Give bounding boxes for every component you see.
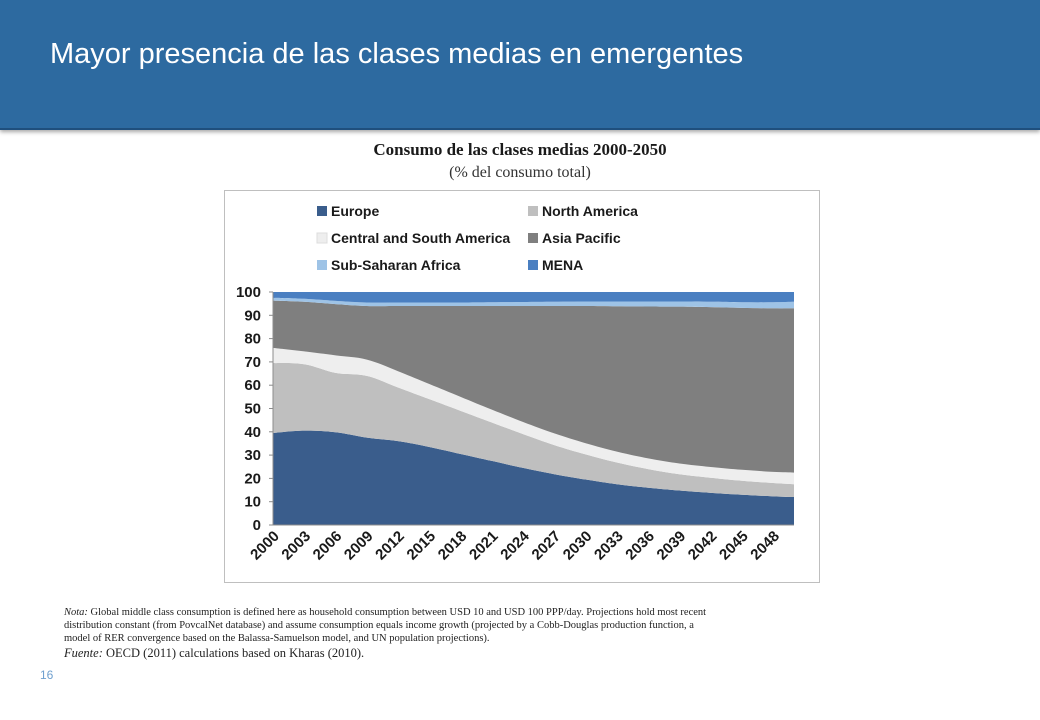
x-tick-label: 2033 [591, 528, 627, 564]
area-central-and-south-america [273, 347, 794, 485]
x-tick-label: 2003 [278, 528, 314, 564]
chart-legend: Europe North America Central and South Ame… [316, 203, 638, 273]
y-tick-label: 10 [244, 494, 261, 511]
source-text: OECD (2011) calculations based on Kharas… [106, 646, 365, 660]
chart-subtitle: (% del consumo total) [449, 164, 591, 181]
area-europe [273, 430, 794, 525]
area-mena [273, 292, 794, 303]
note-line-1: Nota: Global middle class consumption is… [64, 606, 904, 619]
y-tick-label: 80 [244, 331, 261, 348]
legend-item-north-america: North America [528, 203, 638, 219]
y-axis: 0 10 20 30 40 50 60 70 80 90 100 [236, 284, 274, 534]
legend-item-sub-saharan-africa: Sub-Saharan Africa [317, 257, 461, 273]
legend-label: Asia Pacific [542, 230, 621, 246]
x-tick-label: 2042 [685, 528, 721, 564]
legend-swatch [528, 260, 538, 270]
legend-item-central-and-south-america: Central and South America [316, 230, 510, 246]
legend-item-asia-pacific: Asia Pacific [528, 230, 621, 246]
legend-label: Europe [331, 203, 379, 219]
x-tick-label: 2036 [622, 528, 658, 564]
chart-title: Consumo de las clases medias 2000-2050 [373, 140, 667, 159]
legend-swatch [316, 232, 328, 244]
legend-item-mena: MENA [528, 257, 583, 273]
x-tick-label: 2039 [654, 528, 690, 564]
y-tick-label: 20 [244, 470, 261, 487]
x-tick-label: 2009 [341, 528, 377, 564]
legend-swatch [317, 260, 327, 270]
note-label: Nota: [64, 607, 88, 618]
y-tick-label: 60 [244, 377, 261, 394]
x-tick-label: 2021 [466, 528, 502, 564]
stacked-area-chart: 0102030405060708090100200020032006200920… [236, 203, 794, 564]
x-tick-label: 2048 [747, 528, 783, 564]
chart-container: 0 10 20 30 40 50 60 70 80 90 100 2000 2003 2006 2009 20… [224, 190, 820, 583]
area-north-america [273, 363, 794, 498]
slide-header: Mayor presencia de las clases medias en … [0, 0, 1040, 130]
slide-title: Mayor presencia de las clases medias en … [50, 38, 744, 70]
source-line: Fuente: OECD (2011) calculations based o… [64, 646, 904, 661]
x-tick-label: 2027 [529, 528, 565, 564]
note-text-1: Global middle class consumption is defin… [90, 607, 707, 618]
x-tick-label: 2012 [372, 528, 408, 564]
y-tick-label: 90 [244, 307, 261, 324]
x-tick-label: 2030 [560, 528, 596, 564]
note-line-3: model of RER convergence based on the Ba… [64, 633, 490, 644]
y-tick-label: 30 [244, 447, 261, 464]
y-tick-label: 100 [236, 284, 261, 301]
area-sub-saharan-africa [273, 297, 794, 309]
x-tick-label: 2024 [497, 527, 533, 563]
note-line-2: distribution constant (from PovcalNet da… [64, 620, 694, 631]
source-label: Fuente: [64, 646, 103, 660]
x-tick-label: 2006 [310, 528, 346, 564]
y-tick-label: 70 [244, 354, 261, 371]
page-number: 16 [40, 668, 54, 682]
legend-item-europe: Europe [317, 203, 379, 219]
x-axis: 2000200320062009201220152018202120242027… [247, 524, 794, 564]
legend-swatch [528, 206, 538, 216]
y-tick-label: 40 [244, 424, 261, 441]
legend-label: MENA [542, 257, 583, 273]
y-tick-label: 50 [244, 401, 261, 418]
legend-label: Central and South America [331, 230, 510, 246]
x-tick-label: 2018 [435, 528, 471, 564]
area-series-group [273, 292, 794, 525]
chart-notes: Nota: Global middle class consumption is… [64, 606, 904, 661]
legend-swatch [317, 206, 327, 216]
legend-label: Sub-Saharan Africa [331, 257, 461, 273]
x-tick-label: 2015 [404, 528, 440, 564]
y-tick-label: 0 [253, 517, 261, 534]
legend-label: North America [542, 203, 638, 219]
legend-swatch [528, 233, 538, 243]
x-tick-label: 2045 [716, 528, 752, 564]
area-asia-pacific [273, 300, 794, 473]
